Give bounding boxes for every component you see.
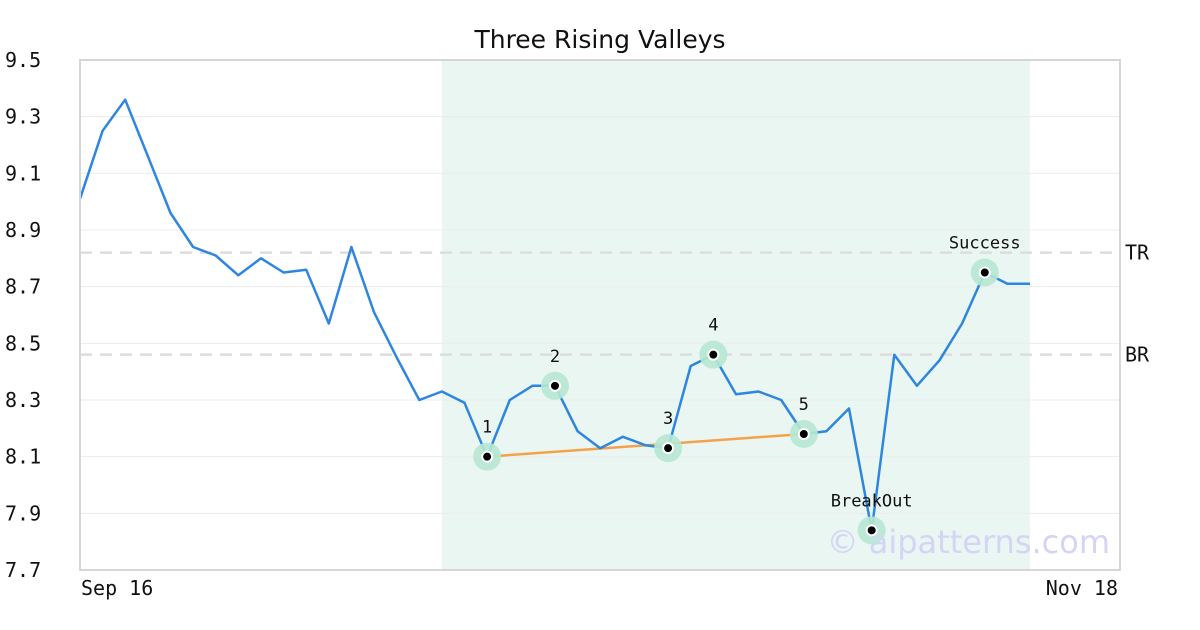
y-tick-label: 9.3 xyxy=(5,105,41,129)
plot-frame xyxy=(79,59,1121,571)
pattern-point-3-dot xyxy=(662,442,675,455)
y-tick-label: 7.9 xyxy=(5,501,41,525)
y-tick-label: 7.7 xyxy=(5,558,41,582)
pattern-points-layer xyxy=(473,258,999,545)
chart-title: Three Rising Valleys xyxy=(473,25,725,54)
y-tick-label: 8.1 xyxy=(5,445,41,469)
x-tick-label: Sep 16 xyxy=(81,576,153,600)
success-label: Success xyxy=(949,234,1021,254)
y-tick-label: 9.1 xyxy=(5,161,41,185)
x-tick-label: Nov 18 xyxy=(1046,576,1118,600)
pattern-region xyxy=(441,60,1030,570)
breakout-label: BreakOut xyxy=(831,491,913,511)
pattern-point-label: 4 xyxy=(708,316,718,336)
pattern-point-1-dot xyxy=(481,450,494,463)
y-tick-label: 9.5 xyxy=(5,48,41,72)
watermark: © aipatterns.com xyxy=(827,523,1110,561)
y-tick-label: 8.3 xyxy=(5,388,41,412)
success-point-dot xyxy=(978,266,991,279)
pattern-region-layer xyxy=(441,60,1030,570)
pattern-point-4-dot xyxy=(707,348,720,361)
pattern-point-label: 1 xyxy=(482,418,492,438)
pattern-point-label: 2 xyxy=(550,347,560,367)
pattern-point-2-dot xyxy=(549,379,561,392)
y-tick-label: 8.7 xyxy=(5,275,41,299)
horizontal-line-label: BR xyxy=(1125,343,1150,367)
pattern-point-5-dot xyxy=(797,428,810,440)
pattern-point-label: 3 xyxy=(663,409,673,429)
grid-layer xyxy=(80,116,1120,514)
horizontal-lines-layer xyxy=(80,251,1120,356)
horizontal-line-label: TR xyxy=(1125,241,1150,265)
y-tick-label: 8.9 xyxy=(5,218,41,242)
breakout-point-dot xyxy=(865,524,878,537)
labels-layer: 7.7 7.9 8.1 8.3 8.5 8.7 8.9 9.1 9.3 9.5 Sep 16 Nov … xyxy=(5,48,1150,600)
pattern-point-label: 5 xyxy=(799,395,809,415)
y-tick-label: 8.5 xyxy=(5,331,41,355)
